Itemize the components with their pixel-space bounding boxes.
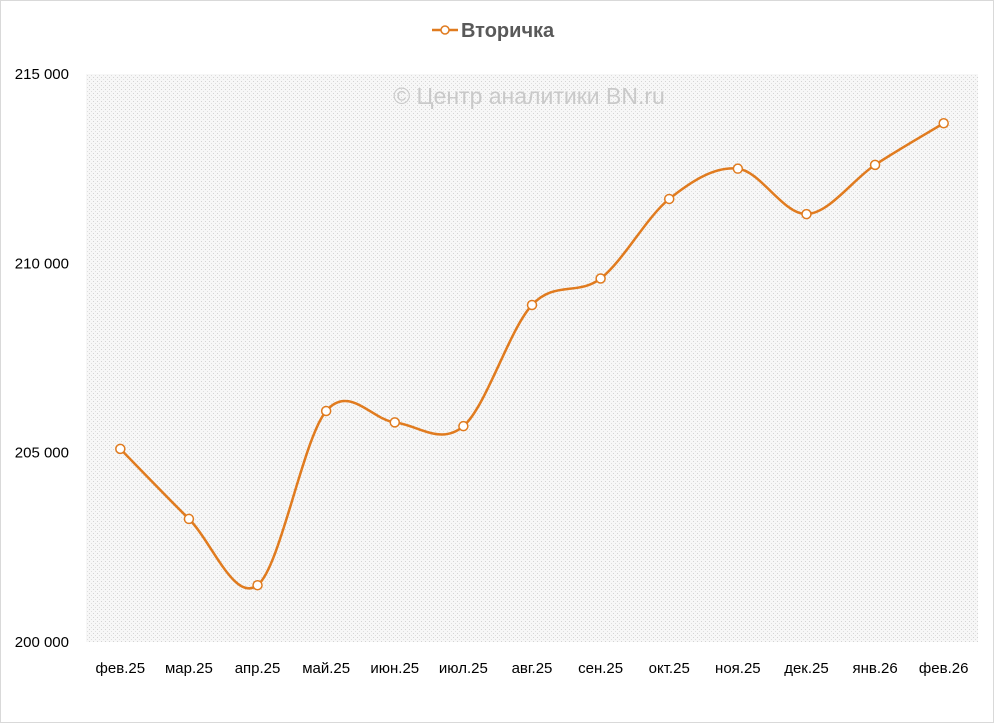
- x-tick-label: сен.25: [578, 660, 623, 677]
- x-tick-label: дек.25: [784, 660, 829, 677]
- x-tick-label: июл.25: [439, 660, 488, 677]
- y-axis: 200 000 205 000 210 000 215 000: [15, 66, 69, 651]
- series-points: [115, 117, 949, 591]
- data-point: [869, 159, 881, 171]
- plot-area: [86, 74, 978, 642]
- x-axis: фев.25 мар.25 апр.25 май.25 июн.25 июл.25 авг.…: [96, 660, 969, 677]
- data-point: [732, 163, 744, 174]
- y-tick-label: 215 000: [15, 66, 69, 83]
- legend-label: Вторичка: [461, 20, 555, 42]
- data-point: [252, 579, 263, 591]
- x-tick-label: фев.25: [96, 660, 146, 677]
- watermark: © Центр аналитики BN.ru: [393, 83, 665, 109]
- x-tick-label: ноя.25: [715, 660, 761, 677]
- x-tick-label: апр.25: [235, 660, 281, 677]
- data-point: [595, 273, 606, 284]
- x-tick-label: янв.26: [852, 660, 897, 677]
- x-tick-label: авг.25: [512, 660, 553, 677]
- data-point: [320, 405, 332, 417]
- data-point: [458, 420, 469, 432]
- data-point: [526, 299, 538, 311]
- x-tick-label: июн.25: [370, 660, 419, 677]
- y-tick-label: 205 000: [15, 445, 69, 462]
- data-point: [663, 193, 675, 205]
- x-tick-label: фев.26: [919, 660, 969, 677]
- x-tick-label: май.25: [302, 660, 350, 677]
- legend-point-marker: [440, 25, 450, 35]
- y-tick-label: 210 000: [15, 255, 69, 272]
- data-point: [115, 443, 126, 455]
- data-point: [938, 117, 949, 129]
- x-tick-label: окт.25: [649, 660, 690, 677]
- data-point: [801, 208, 812, 220]
- x-tick-label: мар.25: [165, 660, 213, 677]
- legend: Вторичка: [432, 20, 555, 42]
- data-point: [389, 417, 401, 428]
- y-tick-label: 200 000: [15, 634, 69, 651]
- data-point: [183, 513, 195, 525]
